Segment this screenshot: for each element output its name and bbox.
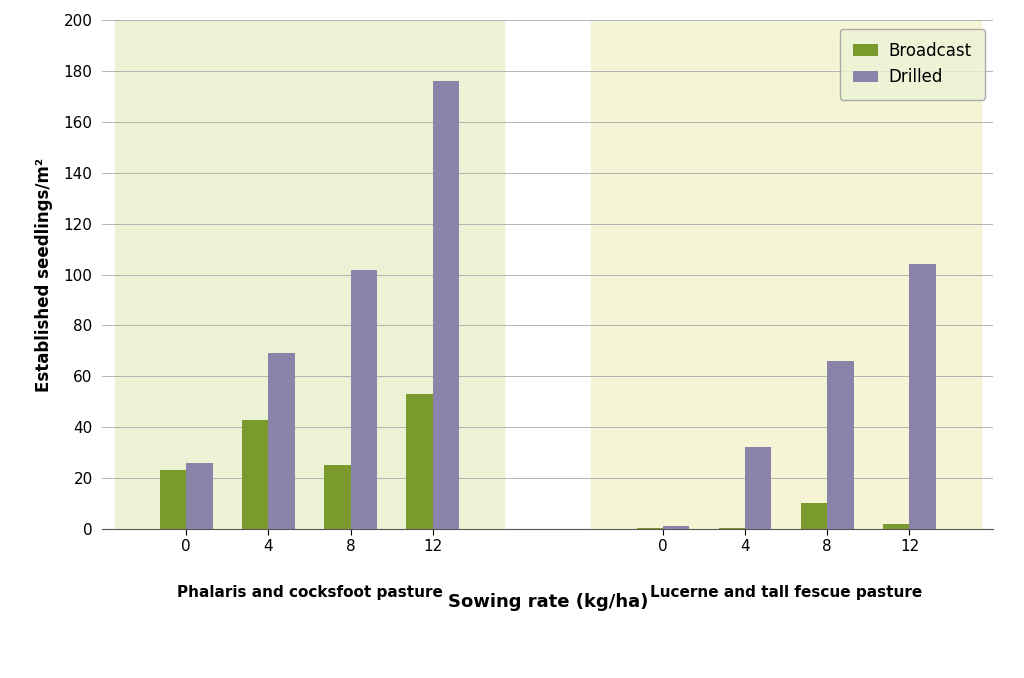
Bar <box>325 465 350 529</box>
Bar <box>115 20 504 529</box>
Bar <box>350 270 377 529</box>
Bar <box>827 361 854 529</box>
X-axis label: Sowing rate (kg/ha): Sowing rate (kg/ha) <box>447 593 648 611</box>
Bar <box>801 503 827 529</box>
Bar <box>242 420 268 529</box>
Bar <box>637 527 663 529</box>
Bar <box>909 264 936 529</box>
Bar <box>745 447 771 529</box>
Text: Lucerne and tall fescue pasture: Lucerne and tall fescue pasture <box>650 584 923 600</box>
Bar <box>719 527 745 529</box>
Bar <box>268 353 295 529</box>
Y-axis label: Established seedlings/m²: Established seedlings/m² <box>35 157 52 392</box>
Bar <box>883 524 909 529</box>
Bar <box>663 526 689 529</box>
Bar <box>407 394 433 529</box>
Bar <box>186 463 213 529</box>
Text: Phalaris and cocksfoot pasture: Phalaris and cocksfoot pasture <box>176 584 442 600</box>
Legend: Broadcast, Drilled: Broadcast, Drilled <box>840 28 985 100</box>
Bar <box>160 471 186 529</box>
Bar <box>433 81 459 529</box>
Bar <box>592 20 981 529</box>
